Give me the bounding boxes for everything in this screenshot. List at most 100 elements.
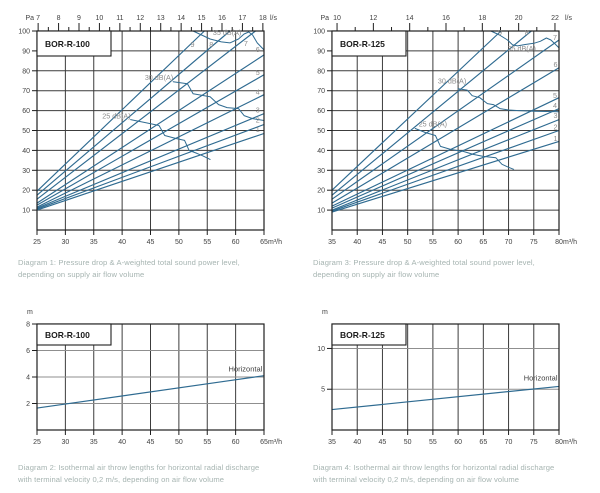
pressure-bor-r-100-series — [36, 30, 265, 211]
caption-diagram-1: Diagram 1: Pressure drop & A-weighted to… — [18, 257, 240, 280]
caption-diagram-2: Diagram 2: Isothermal air throw lengths … — [18, 462, 259, 485]
series-setting-1 — [36, 132, 265, 211]
throw-bor-r-125-title: BOR-R-125 — [331, 323, 407, 346]
series-setting-1 — [331, 140, 560, 213]
chart-text-label: 1 — [256, 125, 260, 134]
chart-text-label: 30 — [317, 168, 325, 175]
chart-text-label: 50 — [175, 239, 183, 246]
throw-bor-r-100-annotations: Horizontal — [229, 365, 263, 374]
chart-text-label: 3 — [256, 106, 260, 115]
chart-text-label: 9 — [498, 28, 502, 37]
pressure-bor-r-100-grid — [37, 31, 264, 230]
chart-text-label: 35 — [90, 439, 98, 446]
chart-text-label: 35 dB(A) — [507, 44, 535, 53]
chart-text-label: 40 — [118, 439, 126, 446]
series-setting-8 — [331, 30, 532, 196]
chart-text-label: 90 — [22, 48, 30, 55]
throw-bor-r-125-series — [331, 385, 560, 411]
pressure-bor-r-100-title: BOR-R-100 — [36, 30, 112, 57]
series-contour-25-dba — [130, 119, 211, 160]
chart-text-label: l/s — [270, 15, 278, 22]
chart-text-label: 10 — [333, 15, 341, 22]
series-horizontal-throw — [36, 375, 265, 409]
chart-text-label: 75 — [530, 239, 538, 246]
pressure-bor-r-125-annotations: 35 dB(A) 30 dB(A) 25 dB(A) 9 8 7 6 543 2 1 — [419, 28, 558, 143]
chart-text-label: 30 dB(A) — [438, 77, 466, 86]
chart-text-label: 40 — [22, 148, 30, 155]
chart-text-label: 65 — [479, 439, 487, 446]
chart-text-label: Horizontal — [524, 373, 558, 382]
chart-throw-bor-r-100: 2 4 6 8 25 30 35 40 45 50 55 60 65 m³/h m BOR-R-100 Hori… — [26, 309, 282, 446]
chart-text-label: 2 — [256, 116, 260, 125]
series-contour-35-dba — [192, 30, 265, 51]
chart-text-label: 2 — [26, 401, 30, 408]
chart-text-label: Horizontal — [229, 365, 263, 374]
chart-text-label: 12 — [136, 15, 144, 22]
chart-text-label: 50 — [317, 128, 325, 135]
chart-text-label: BOR-R-125 — [340, 39, 385, 49]
chart-text-label: 8 — [209, 40, 213, 49]
chart-text-label: 50 — [404, 239, 412, 246]
chart-text-label: 60 — [232, 439, 240, 446]
plot-frame — [331, 323, 560, 431]
chart-text-label: 40 — [118, 239, 126, 246]
chart-text-label: 20 — [515, 15, 523, 22]
throw-bor-r-100-series — [36, 375, 265, 409]
chart-text-label: 45 — [379, 439, 387, 446]
series-setting-4 — [331, 108, 560, 209]
chart-text-label: 45 — [147, 439, 155, 446]
chart-text-label: 7 — [553, 33, 557, 42]
throw-bor-r-125-annotations: Horizontal — [524, 373, 558, 382]
chart-throw-bor-r-125: 5 10 35 40 45 50 55 60 65 70 75 80 m³/h m BOR-R-125 Hor… — [317, 309, 577, 446]
chart-text-label: BOR-R-100 — [45, 39, 90, 49]
model-label-box — [36, 30, 112, 57]
chart-text-label: Pa — [320, 15, 329, 22]
caption-diagram-4: Diagram 4: Isothermal air throw lengths … — [313, 462, 554, 485]
chart-text-label: 25 — [33, 439, 41, 446]
chart-text-label: 14 — [406, 15, 414, 22]
chart-text-label: 17 — [239, 15, 247, 22]
chart-text-label: BOR-R-100 — [45, 330, 90, 340]
series-setting-5 — [36, 74, 265, 206]
chart-text-label: 18 — [259, 15, 267, 22]
series-setting-5 — [331, 97, 560, 207]
chart-text-label: 12 — [369, 15, 377, 22]
chart-text-label: 20 — [317, 188, 325, 195]
chart-text-label: 35 — [328, 239, 336, 246]
chart-text-label: 8 — [525, 28, 529, 37]
chart-text-label: 40 — [353, 439, 361, 446]
chart-text-label: 4 — [553, 101, 557, 110]
chart-text-label: 55 — [203, 439, 211, 446]
series-setting-2 — [36, 123, 265, 210]
chart-text-label: 10 — [317, 346, 325, 353]
chart-text-label: 10 — [22, 208, 30, 215]
chart-text-label: 45 — [147, 239, 155, 246]
chart-text-label: BOR-R-125 — [340, 330, 385, 340]
pressure-bor-r-125-series — [331, 30, 560, 213]
chart-text-label: 70 — [22, 88, 30, 95]
chart-text-label: 60 — [317, 108, 325, 115]
series-contour-30-dba — [457, 88, 560, 113]
chart-text-label: 25 dB(A) — [419, 120, 447, 129]
chart-text-label: 70 — [317, 88, 325, 95]
chart-text-label: 4 — [26, 375, 30, 382]
series-setting-6 — [331, 67, 560, 204]
pressure-bor-r-125-grid — [332, 31, 559, 230]
chart-text-label: 15 — [198, 15, 206, 22]
chart-text-label: 6 — [256, 45, 260, 54]
caption-diagram-3-line-1: Diagram 3: Pressure drop & A-weighted to… — [313, 258, 535, 267]
series-setting-9 — [331, 30, 502, 191]
throw-bor-r-125-grid — [332, 324, 559, 430]
series-contour-30-dba — [172, 81, 265, 121]
chart-text-label: 1 — [553, 134, 557, 143]
chart-text-label: l/s — [565, 15, 573, 22]
chart-text-label: 8 — [26, 322, 30, 329]
series-setting-6 — [36, 54, 265, 204]
chart-text-label: 16 — [218, 15, 226, 22]
chart-text-label: 40 — [353, 239, 361, 246]
chart-text-label: m — [27, 309, 33, 316]
series-setting-3 — [331, 119, 560, 211]
throw-bor-r-100-axes: 2 4 6 8 25 30 35 40 45 50 55 60 65 m³/h m — [26, 309, 282, 446]
